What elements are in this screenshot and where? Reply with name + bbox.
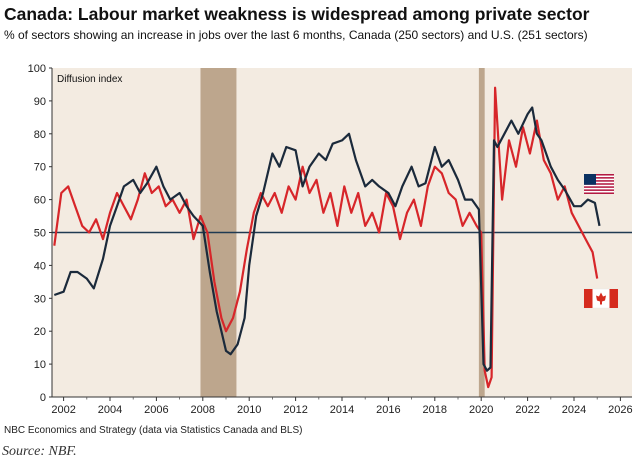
y-tick-label: 40 — [34, 260, 46, 272]
canada-flag-left-bar — [584, 289, 593, 308]
y-tick-label: 30 — [34, 293, 46, 305]
x-tick-label: 2024 — [562, 404, 586, 416]
x-tick-label: 2006 — [144, 404, 168, 416]
y-axis-label: Diffusion index — [57, 74, 122, 85]
y-tick-label: 20 — [34, 326, 46, 338]
maple-leaf-icon — [596, 292, 606, 305]
x-tick-label: 2022 — [515, 404, 539, 416]
us-flag-stripe — [584, 192, 614, 194]
x-tick-label: 2002 — [51, 404, 75, 416]
us-flag-stripe — [584, 189, 614, 191]
y-tick-label: 0 — [40, 392, 46, 404]
us-flag-stripe — [584, 180, 614, 182]
chart-subtitle: % of sectors showing an increase in jobs… — [4, 28, 588, 42]
us-flag-stripe — [584, 177, 614, 179]
x-tick-label: 2010 — [237, 404, 261, 416]
y-tick-label: 90 — [34, 96, 46, 108]
canada-flag-right-bar — [609, 289, 618, 308]
series-line-us — [53, 106, 601, 372]
x-tick-label: 2026 — [608, 404, 632, 416]
us-flag-stripe — [584, 183, 614, 185]
x-tick-label: 2014 — [330, 404, 354, 416]
y-tick-label: 70 — [34, 162, 46, 174]
y-tick-label: 10 — [34, 359, 46, 371]
chart-footnote: NBC Economics and Strategy (data via Sta… — [4, 425, 303, 436]
x-tick-label: 2016 — [376, 404, 400, 416]
x-tick-label: 2008 — [191, 404, 215, 416]
chart-title: Canada: Labour market weakness is widesp… — [4, 4, 590, 24]
x-tick-label: 2018 — [423, 404, 447, 416]
y-tick-label: 100 — [28, 63, 46, 75]
us-flag-stripe — [584, 174, 614, 176]
x-tick-label: 2012 — [283, 404, 307, 416]
us-flag-canton — [584, 174, 596, 185]
x-tick-label: 2020 — [469, 404, 493, 416]
us-flag-stripe — [584, 186, 614, 188]
source-note: Source: NBF. — [2, 444, 77, 459]
y-tick-label: 50 — [34, 228, 46, 240]
y-tick-label: 80 — [34, 129, 46, 141]
y-tick-label: 60 — [34, 195, 46, 207]
x-tick-label: 2004 — [98, 404, 122, 416]
